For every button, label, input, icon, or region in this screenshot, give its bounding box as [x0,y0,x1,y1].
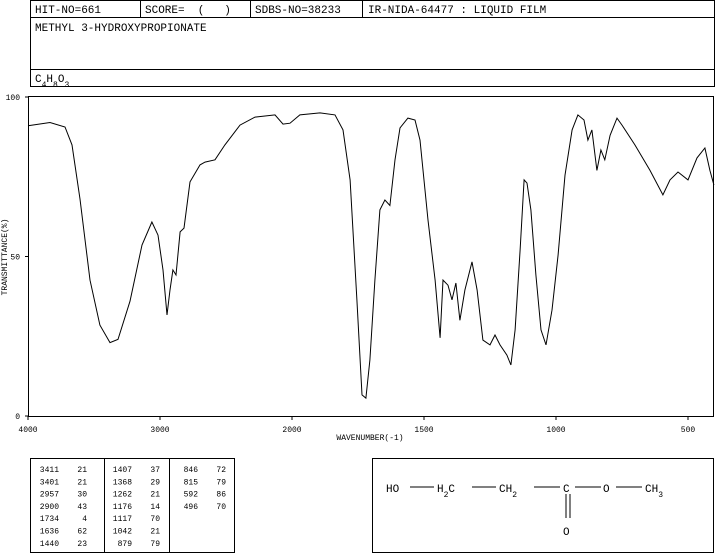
atom-label: H2C [437,484,455,500]
peak-wavenumber: 2900 [40,503,59,512]
x-tick-label: 500 [681,426,696,435]
symbol: C [563,484,570,496]
peak-wavenumber: 1117 [113,515,132,524]
peak-transmittance: 70 [216,503,226,512]
atom-label: O [563,527,570,539]
peak-transmittance: 21 [150,528,160,537]
symbol: H [437,484,444,496]
symbol: C [35,74,42,86]
symbol: CH [645,484,658,496]
peak-transmittance: 21 [77,478,87,487]
plot-frame [28,96,714,417]
symbol: HO [386,484,400,496]
x-tick-label: 1500 [414,426,433,435]
atom-label: CH3 [645,484,663,500]
peak-wavenumber: 879 [118,540,133,549]
hit-number: HIT-NO=661 [35,5,101,17]
formula: C4H8O3 [35,74,69,90]
peak-wavenumber: 592 [184,491,199,500]
peak-wavenumber: 1734 [40,515,59,524]
peak-transmittance: 4 [82,515,87,524]
symbol: O [58,74,65,86]
peak-wavenumber: 3401 [40,478,59,487]
symbol: O [603,484,610,496]
peak-transmittance: 23 [77,540,87,549]
compound-name: METHYL 3-HYDROXYPROPIONATE [35,23,207,35]
peak-transmittance: 43 [77,503,87,512]
peak-transmittance: 21 [77,466,87,475]
peak-transmittance: 14 [150,503,160,512]
peak-transmittance: 79 [216,478,226,487]
peak-wavenumber: 1176 [113,503,132,512]
symbol: CH [499,484,512,496]
peak-wavenumber: 1636 [40,528,59,537]
peak-wavenumber: 846 [184,466,199,475]
peak-table-box [30,458,235,553]
peak-transmittance: 21 [150,491,160,500]
peak-transmittance: 79 [150,540,160,549]
x-tick-label: 1000 [546,426,565,435]
x-tick-label: 4000 [18,426,37,435]
peak-transmittance: 86 [216,491,226,500]
x-tick-label: 3000 [150,426,169,435]
sdbs-number: SDBS-NO=38233 [255,5,341,17]
subscript: 4 [42,81,47,90]
y-tick-label: 100 [6,94,21,103]
x-axis-label: WAVENUMBER(-1) [336,434,403,443]
peak-transmittance: 72 [216,466,226,475]
peak-wavenumber: 2957 [40,491,59,500]
peak-wavenumber: 1042 [113,528,132,537]
symbol: H [46,74,53,86]
atom-label: CH2 [499,484,517,500]
score: SCORE= ( ) [145,5,231,17]
y-tick-label: 50 [10,254,20,263]
atom-label: HO [386,484,400,496]
peak-transmittance: 62 [77,528,87,537]
peak-wavenumber: 1440 [40,540,59,549]
peak-wavenumber: 815 [184,478,199,487]
peak-transmittance: 70 [150,515,160,524]
symbol: C [448,484,455,496]
peak-wavenumber: 1262 [113,491,132,500]
symbol: O [563,527,570,539]
subscript: 3 [64,81,69,90]
subscript: 2 [512,491,517,500]
peak-transmittance: 30 [77,491,87,500]
atom-label: C [563,484,570,496]
structure-bonds [410,486,642,518]
peak-wavenumber: 496 [184,503,199,512]
x-tick-label: 2000 [282,426,301,435]
peak-wavenumber: 1407 [113,466,132,475]
method: IR-NIDA-64477 : LIQUID FILM [368,5,546,17]
atom-label: O [603,484,610,496]
y-tick-label: 0 [15,413,20,422]
peak-transmittance: 37 [150,466,160,475]
y-axis-label: TRANSMITTANCE(%) [1,219,10,296]
subscript: 2 [444,491,449,500]
spectrum-line [27,112,715,400]
peak-wavenumber: 3411 [40,466,59,475]
subscript: 8 [53,81,58,90]
peak-transmittance: 29 [150,478,160,487]
peak-wavenumber: 1368 [113,478,132,487]
structure-box [372,458,714,553]
subscript: 3 [658,491,663,500]
